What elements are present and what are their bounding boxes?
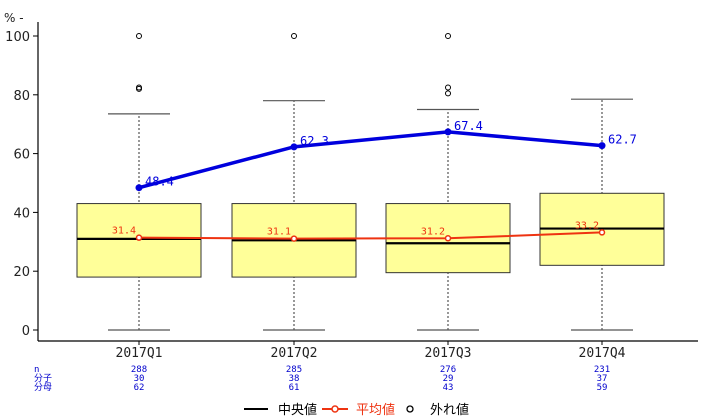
outlier-point: [445, 84, 451, 91]
legend-mean-label: 平均値: [356, 402, 395, 418]
stat-row-value: 62: [134, 383, 145, 393]
series-line-mean: [138, 231, 603, 240]
series-point-pooled: [598, 142, 606, 150]
stat-row-value: 276: [440, 365, 456, 375]
data-label-pooled: 62.3: [300, 134, 329, 148]
y-tick-label: 20: [13, 265, 30, 280]
data-label-mean: 31.4: [112, 226, 136, 237]
stat-row-value: 37: [597, 374, 608, 384]
data-label-mean: 31.2: [421, 226, 445, 237]
legend-mean-marker: [331, 405, 339, 413]
series-point-mean: [135, 234, 143, 241]
x-category-label: 2017Q1: [116, 346, 163, 361]
legend-outlier-label: 外れ値: [430, 402, 469, 418]
stat-row-value: 288: [131, 365, 147, 375]
data-label-pooled: 62.7: [608, 133, 637, 147]
y-tick-label: 60: [13, 148, 30, 163]
y-tick-label: 0: [22, 324, 30, 339]
series-point-pooled: [135, 184, 143, 192]
stat-row-value: 43: [443, 383, 454, 393]
series-point-mean: [598, 229, 606, 236]
legend-outlier-marker: [406, 405, 414, 413]
outlier-point: [136, 84, 142, 91]
series-point-pooled: [290, 143, 298, 151]
data-label-mean: 31.1: [267, 227, 291, 238]
data-label-pooled: 48.4: [145, 175, 174, 189]
y-unit-label: % -: [4, 11, 24, 25]
series-point-mean: [444, 235, 452, 242]
data-label-pooled: 67.4: [454, 119, 483, 133]
stat-row-value: 285: [286, 365, 302, 375]
y-tick-label: 100: [5, 30, 30, 45]
outlier-point: [445, 33, 451, 39]
stat-row-value: 30: [134, 374, 145, 384]
stat-row-value: 38: [289, 374, 300, 384]
outlier-point: [445, 90, 451, 97]
legend-median-label: 中央値: [278, 402, 317, 418]
x-category-label: 2017Q3: [425, 346, 472, 361]
stat-row-label: 分母: [34, 382, 52, 393]
outlier-point: [291, 33, 297, 39]
series-line-pooled: [138, 130, 603, 190]
series-point-mean: [290, 235, 298, 242]
stat-row-value: 61: [289, 383, 300, 393]
stat-row-label: n: [34, 365, 39, 375]
x-category-label: 2017Q4: [579, 346, 626, 361]
x-category-label: 2017Q2: [271, 346, 318, 361]
series-point-pooled: [444, 128, 452, 136]
stat-row-label: 分子: [34, 373, 52, 384]
outlier-point: [136, 33, 142, 39]
stat-row-value: 59: [597, 383, 608, 393]
y-tick-label: 40: [13, 206, 30, 221]
stat-row-value: 231: [594, 365, 610, 375]
data-label-mean: 33.2: [575, 220, 599, 231]
stat-row-value: 29: [443, 374, 454, 384]
y-tick-label: 80: [13, 89, 30, 104]
